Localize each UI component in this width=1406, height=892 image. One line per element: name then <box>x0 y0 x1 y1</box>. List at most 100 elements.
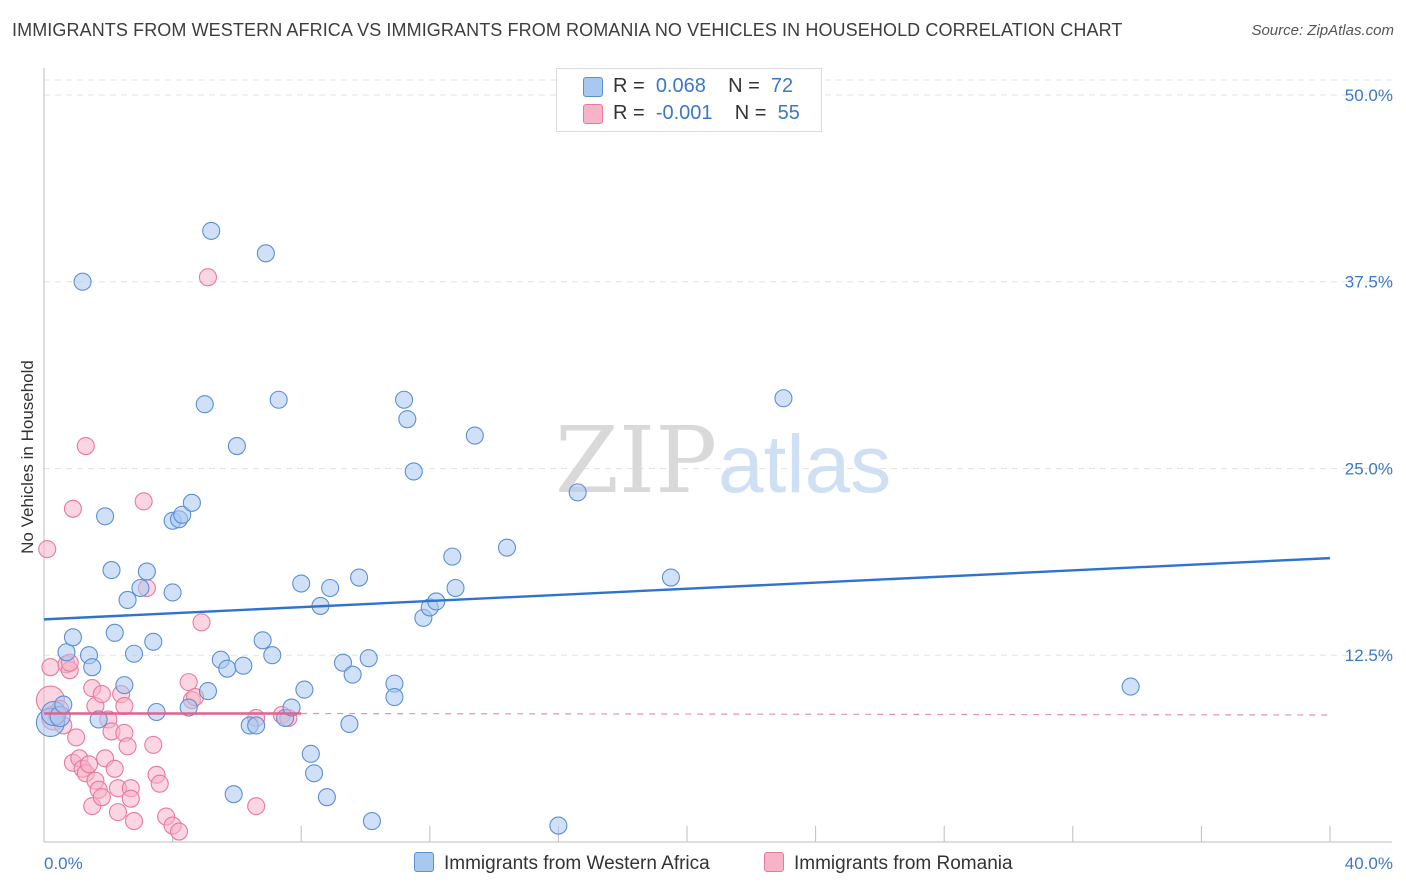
data-point <box>67 728 86 747</box>
data-point <box>218 659 237 678</box>
gridlines <box>44 79 1392 656</box>
data-point <box>446 578 465 598</box>
data-point <box>282 698 301 717</box>
data-point <box>89 710 108 729</box>
legend-pink-n-label: N = <box>734 102 767 124</box>
data-point <box>182 493 201 512</box>
data-point <box>63 499 82 518</box>
data-point <box>350 568 369 587</box>
data-point <box>333 653 353 672</box>
legend-blue-n-value: 72 <box>770 75 794 97</box>
data-point <box>198 682 218 701</box>
x-tick-label: 0.0% <box>44 854 83 873</box>
data-point <box>263 646 282 665</box>
data-point <box>96 507 115 526</box>
data-point <box>661 568 680 587</box>
data-point <box>54 695 73 714</box>
data-point <box>404 462 423 481</box>
data-point <box>118 590 137 610</box>
stats-legend: R = 0.068 N = 72 R = -0.001 N = 55 <box>556 68 822 132</box>
data-point <box>465 426 484 445</box>
bottom-legend-swatch-pink <box>764 852 784 872</box>
series-romania-points <box>35 268 298 841</box>
tick-labels: 12.5% 25.0% 37.5% 50.0% 0.0% 40.0% <box>44 86 1393 873</box>
legend-pink-r-value: -0.001 <box>655 102 713 124</box>
data-point <box>305 764 324 783</box>
legend-swatch-blue <box>583 77 603 97</box>
data-point <box>147 702 166 722</box>
watermark-atlas: atlas <box>718 419 891 510</box>
data-point <box>173 505 192 524</box>
bottom-legend-blue-label: Immigrants from Western Africa <box>444 853 710 874</box>
data-point <box>79 755 99 774</box>
data-point <box>497 538 517 557</box>
data-point <box>192 613 211 632</box>
data-point <box>340 714 359 734</box>
bottom-legend-blue: Immigrants from Western Africa <box>414 852 710 875</box>
trend-line-romania-extension <box>301 712 1331 716</box>
data-point <box>115 676 134 695</box>
data-point <box>317 788 336 807</box>
bottom-legend-pink-label: Immigrants from Romania <box>794 853 1013 874</box>
y-tick-label: 50.0% <box>1345 86 1393 105</box>
data-point <box>224 785 243 804</box>
trend-line-western-africa <box>43 556 1331 621</box>
data-point <box>256 244 275 263</box>
legend-blue-r-value: 0.068 <box>655 75 706 97</box>
legend-pink-r-label: R = <box>613 102 645 124</box>
x-tick-label: 40.0% <box>1345 854 1393 873</box>
data-point <box>247 716 266 735</box>
data-point <box>195 395 214 414</box>
data-point <box>253 631 272 650</box>
watermark: ZIP atlas <box>555 407 891 514</box>
y-tick-label: 25.0% <box>1345 459 1393 478</box>
data-point <box>38 540 57 559</box>
data-point <box>362 812 381 831</box>
data-point <box>76 437 95 456</box>
data-point <box>73 272 92 291</box>
legend-blue-n-label: N = <box>728 75 760 97</box>
data-point <box>359 649 378 668</box>
data-point <box>124 812 144 831</box>
data-point <box>269 390 288 409</box>
data-point <box>121 789 140 808</box>
data-point <box>234 656 253 675</box>
data-point <box>568 483 587 502</box>
chart-title: IMMIGRANTS FROM WESTERN AFRICA VS IMMIGR… <box>12 20 1123 40</box>
data-point <box>398 410 417 429</box>
data-point <box>63 628 82 647</box>
data-point <box>150 774 169 793</box>
data-point <box>137 562 156 581</box>
legend-swatch-pink <box>583 104 603 124</box>
data-point <box>105 759 124 778</box>
data-point <box>102 561 121 580</box>
data-point <box>83 658 102 677</box>
data-point <box>292 574 311 593</box>
data-point <box>202 221 221 240</box>
data-point <box>227 437 246 456</box>
bottom-legend-swatch-blue <box>414 852 434 872</box>
data-point <box>92 685 111 704</box>
data-point <box>343 665 362 684</box>
legend-blue-r-label: R = <box>613 75 645 97</box>
trend-lines <box>43 556 1331 716</box>
data-point <box>57 643 76 662</box>
data-point <box>321 578 340 598</box>
data-point <box>108 803 127 822</box>
bottom-legend-pink: Immigrants from Romania <box>764 852 1013 875</box>
source-credit: Source: ZipAtlas.com <box>1251 22 1394 39</box>
y-tick-label: 37.5% <box>1345 273 1393 292</box>
data-point <box>169 822 189 841</box>
y-axis-label: No Vehicles in Household <box>18 360 37 554</box>
data-point <box>301 744 320 763</box>
data-point <box>144 632 163 651</box>
data-point <box>179 698 198 717</box>
data-point <box>247 797 266 816</box>
data-point <box>163 583 182 602</box>
y-tick-label: 12.5% <box>1345 646 1393 665</box>
data-point <box>295 680 314 699</box>
data-point <box>41 658 60 677</box>
data-point <box>549 816 568 835</box>
data-point <box>385 688 404 707</box>
